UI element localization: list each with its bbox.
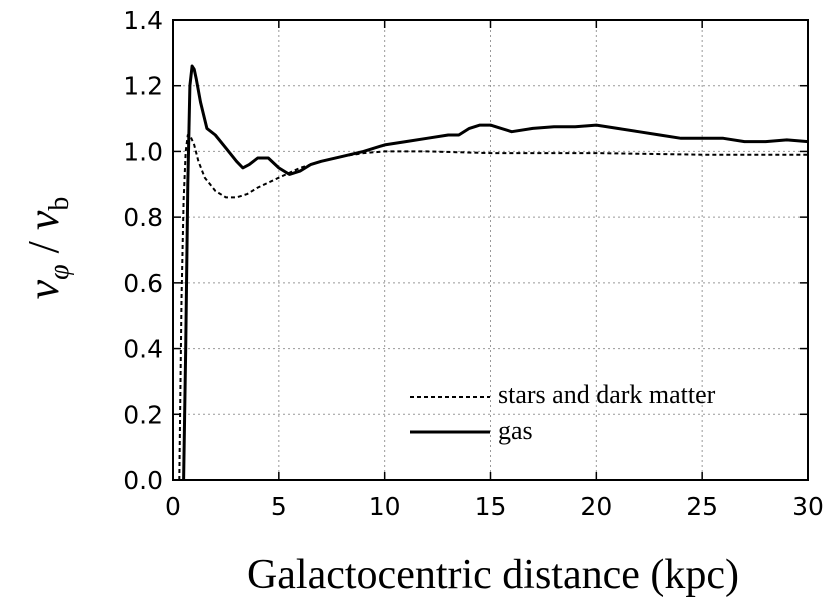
y-tick-label-7: 1.4 — [123, 6, 163, 35]
series-line-gas — [182, 64, 809, 481]
legend: stars and dark matter gas — [410, 380, 716, 445]
y-tick-label-2: 0.4 — [123, 335, 163, 364]
x-tick-label-0: 0 — [165, 492, 181, 521]
y-axis-label-sub-b: b — [44, 197, 75, 211]
series-group — [178, 64, 809, 481]
y-axis-label-v2: v — [19, 210, 68, 230]
legend-label-stars: stars and dark matter — [498, 380, 716, 409]
x-tick-label-3: 15 — [475, 492, 507, 521]
y-tick-label-6: 1.2 — [123, 72, 163, 101]
x-tick-label-5: 25 — [686, 492, 718, 521]
y-tick-label-3: 0.6 — [123, 269, 163, 298]
y-axis-label-v: v — [19, 279, 68, 299]
y-tick-label-5: 1.0 — [123, 137, 163, 166]
x-tick-label-2: 10 — [369, 492, 401, 521]
y-axis-label-sub-phi: φ — [44, 264, 75, 280]
y-axis-label-separator: / — [19, 230, 68, 264]
y-tick-label-0: 0.0 — [123, 466, 163, 495]
x-axis-label: Galactocentric distance (kpc) — [247, 552, 739, 598]
y-tick-label-1: 0.2 — [123, 400, 163, 429]
y-ticks: 0.0 0.2 0.4 0.6 0.8 1.0 1.2 1.4 — [123, 6, 808, 495]
legend-label-gas: gas — [498, 416, 533, 445]
series-line-stars-and-dark-matter — [178, 134, 808, 481]
y-axis-label: vφ / vb — [19, 197, 75, 300]
x-tick-label-4: 20 — [580, 492, 612, 521]
grid — [173, 20, 808, 480]
x-ticks: 0 5 10 15 20 25 30 — [165, 20, 824, 521]
x-tick-label-1: 5 — [271, 492, 287, 521]
x-tick-label-6: 30 — [792, 492, 824, 521]
y-tick-label-4: 0.8 — [123, 203, 163, 232]
